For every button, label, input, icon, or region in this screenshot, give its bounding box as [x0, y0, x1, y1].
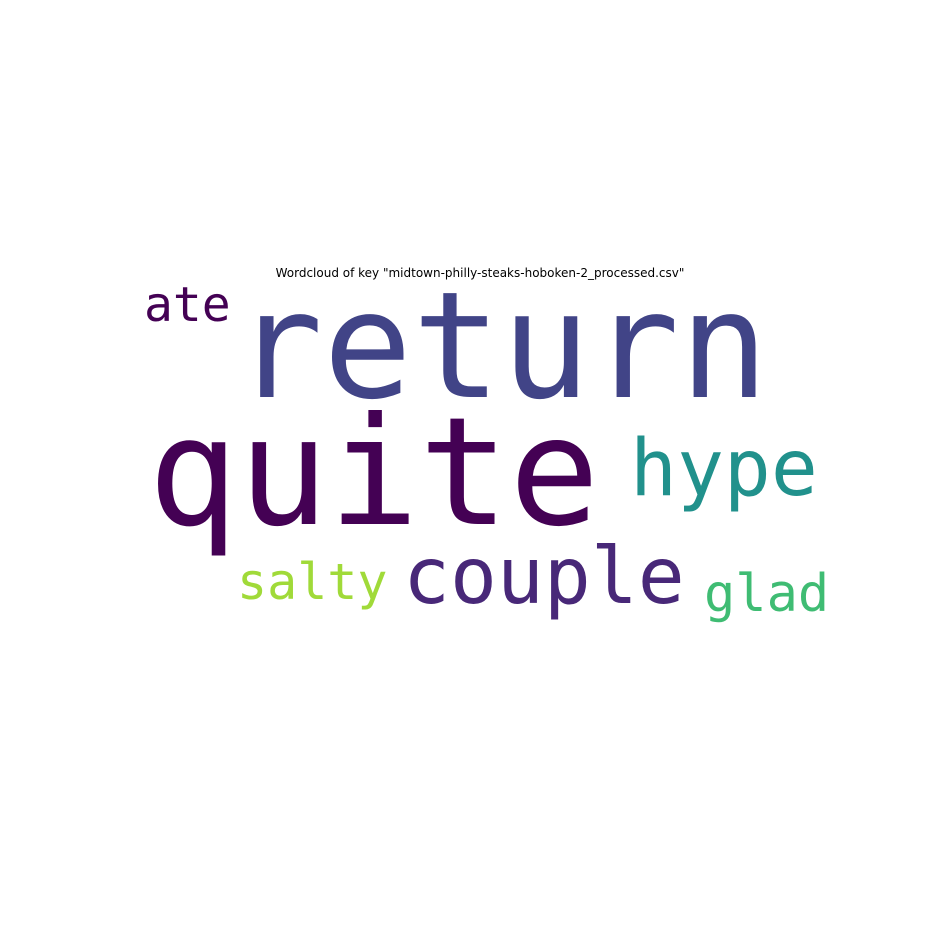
word-hype: hype: [630, 424, 818, 514]
word-couple: couple: [403, 532, 685, 622]
word-cloud: return quite hype couple ate salty glad: [140, 272, 840, 640]
word-quite: quite: [148, 386, 600, 560]
word-salty: salty: [237, 553, 388, 611]
word-glad: glad: [704, 564, 830, 624]
chart-title: Wordcloud of key "midtown-philly-steaks-…: [275, 266, 685, 280]
word-return: return: [234, 260, 769, 432]
word-ate: ate: [144, 277, 231, 333]
